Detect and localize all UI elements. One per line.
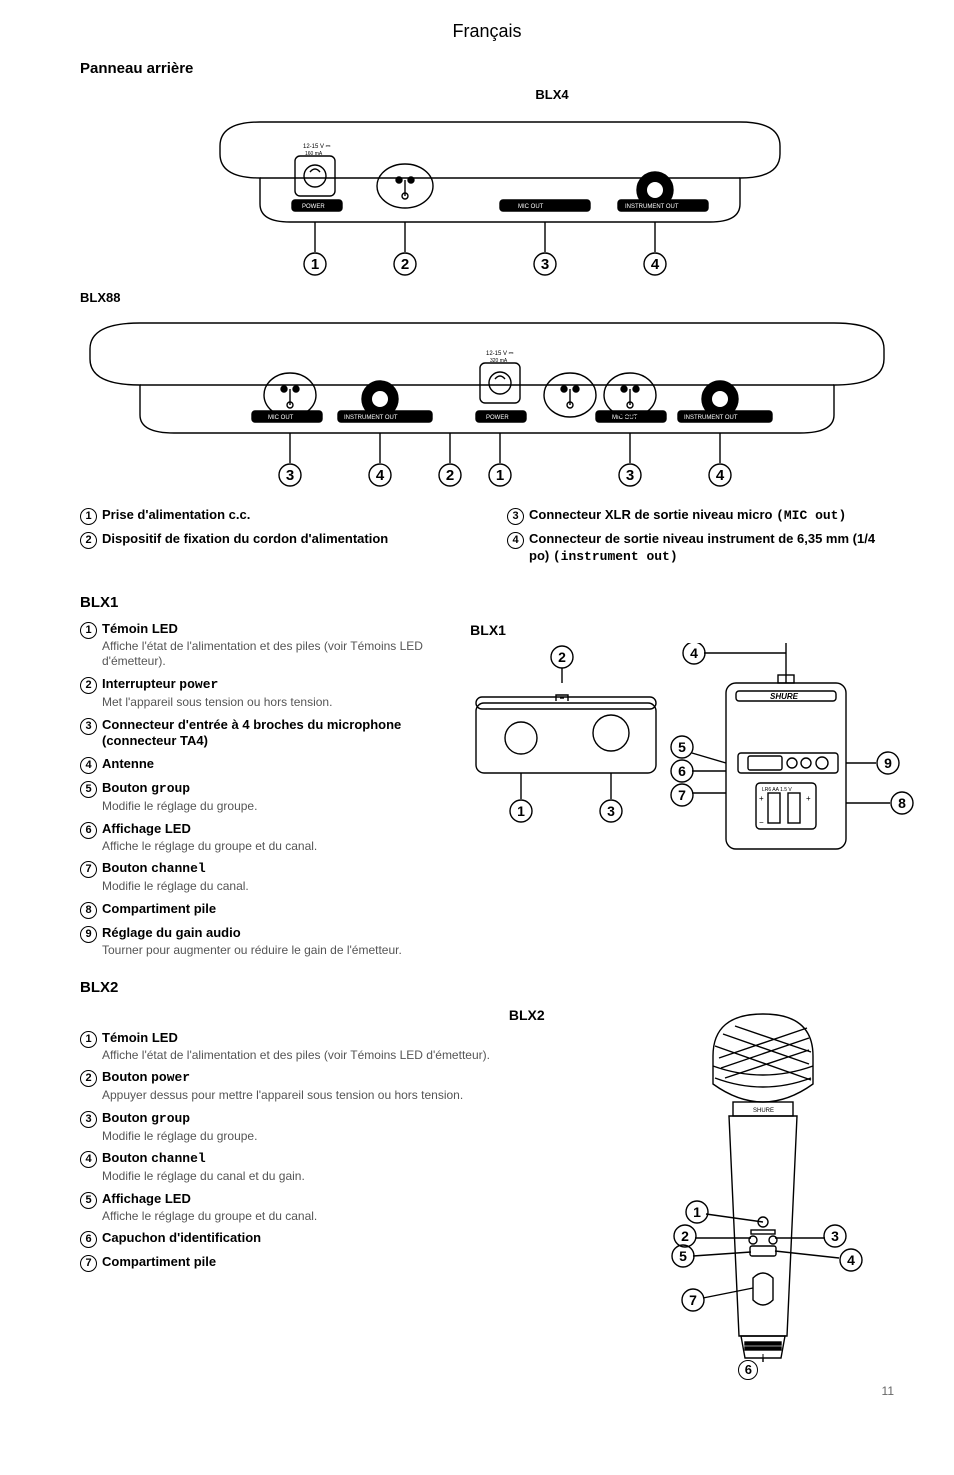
blx1-list-item-5: 5Bouton groupModifie le réglage du group…	[80, 780, 438, 814]
svg-text:−: −	[759, 818, 764, 827]
svg-text:4: 4	[690, 645, 698, 661]
page-number: 11	[80, 1384, 894, 1400]
svg-text:1: 1	[517, 803, 525, 819]
page-language: Français	[80, 20, 894, 43]
blx2-legend: 1Témoin LEDAffiche l'état de l'alimentat…	[80, 1030, 585, 1272]
blx1-list-item-8: 8Compartiment pile	[80, 901, 438, 919]
blx88-diagram: MIC OUT INSTRUMENT OUT 12-15 V ⎓ 320 mA …	[80, 315, 894, 495]
svg-text:+: +	[759, 794, 764, 803]
blx4-label: BLX4	[210, 87, 894, 104]
svg-text:320 mA: 320 mA	[490, 358, 508, 364]
blx1-diagram-label: BLX1	[470, 621, 916, 639]
svg-text:2: 2	[681, 1228, 689, 1244]
svg-text:2: 2	[558, 649, 566, 665]
svg-text:12-15 V ⎓: 12-15 V ⎓	[486, 351, 514, 357]
svg-text:8: 8	[898, 795, 906, 811]
blx2-list-item-5: 5Affichage LEDAffiche le réglage du grou…	[80, 1191, 585, 1224]
svg-text:SHURE: SHURE	[753, 1108, 774, 1114]
svg-text:SHURE: SHURE	[770, 692, 799, 701]
blx4-diagram: 12-15 V ⎓ 160 mA MIC OUT INSTRUMENT OUT …	[200, 112, 800, 282]
blx2-list-item-7: 7Compartiment pile	[80, 1254, 585, 1272]
blx2-diagram-label: BLX2	[80, 1006, 545, 1024]
blx1-diagram: SHURE LR6 AA 1.5 V + + − 1	[456, 643, 916, 873]
blx1-list-item-7: 7Bouton channelModifie le réglage du can…	[80, 860, 438, 894]
svg-text:+: +	[806, 794, 811, 803]
rear-legend: 1 Prise d'alimentation c.c. 2 Dispositif…	[80, 507, 894, 572]
svg-text:2: 2	[401, 256, 409, 273]
blx1-list-item-1: 1Témoin LEDAffiche l'état de l'alimentat…	[80, 621, 438, 670]
svg-text:5: 5	[678, 739, 686, 755]
blx2-list-item-4: 4Bouton channelModifie le réglage du can…	[80, 1150, 585, 1184]
svg-text:INSTRUMENT OUT: INSTRUMENT OUT	[625, 204, 679, 210]
blx1-list-item-9: 9Réglage du gain audioTourner pour augme…	[80, 925, 438, 958]
blx2-list-item-2: 2Bouton powerAppuyer dessus pour mettre …	[80, 1069, 585, 1103]
svg-text:MIC OUT: MIC OUT	[518, 204, 544, 210]
blx1-title: BLX1	[80, 593, 894, 613]
svg-text:3: 3	[541, 256, 549, 273]
svg-text:4: 4	[651, 256, 660, 273]
blx1-legend: 1Témoin LEDAffiche l'état de l'alimentat…	[80, 621, 438, 964]
svg-text:2: 2	[446, 467, 454, 484]
svg-text:POWER: POWER	[486, 415, 509, 421]
svg-text:9: 9	[884, 755, 892, 771]
rear-legend-2: 2 Dispositif de fixation du cordon d'ali…	[80, 531, 467, 549]
blx2-list-item-6: 6Capuchon d'identification	[80, 1230, 585, 1248]
blx2-title: BLX2	[80, 978, 894, 998]
svg-text:6: 6	[678, 763, 686, 779]
svg-text:3: 3	[831, 1228, 839, 1244]
blx1-list-item-6: 6Affichage LEDAffiche le réglage du grou…	[80, 821, 438, 854]
blx1-list-item-3: 3Connecteur d'entrée à 4 broches du micr…	[80, 717, 438, 751]
rear-legend-1: 1 Prise d'alimentation c.c.	[80, 507, 467, 525]
rear-legend-3: 3 Connecteur XLR de sortie niveau micro …	[507, 507, 894, 525]
blx2-list-item-1: 1Témoin LEDAffiche l'état de l'alimentat…	[80, 1030, 585, 1063]
svg-text:160 mA: 160 mA	[305, 151, 323, 157]
svg-text:4: 4	[716, 467, 725, 484]
rear-panel-title: Panneau arrière	[80, 59, 894, 79]
rear-legend-4: 4 Connecteur de sortie niveau instrument…	[507, 531, 894, 566]
svg-text:12-15 V ⎓: 12-15 V ⎓	[303, 144, 331, 150]
svg-text:7: 7	[689, 1292, 697, 1308]
svg-text:LR6 AA 1.5 V: LR6 AA 1.5 V	[762, 787, 792, 793]
svg-text:3: 3	[286, 467, 294, 484]
blx2-list-item-3: 3Bouton groupModifie le réglage du group…	[80, 1110, 585, 1144]
svg-text:INSTRUMENT OUT: INSTRUMENT OUT	[344, 415, 398, 421]
blx2-diagram: SHURE 1	[603, 1006, 883, 1366]
blx1-list-item-4: 4Antenne	[80, 756, 438, 774]
svg-text:MIC OUT: MIC OUT	[268, 415, 294, 421]
svg-text:3: 3	[626, 467, 634, 484]
svg-text:INSTRUMENT OUT: INSTRUMENT OUT	[684, 415, 738, 421]
svg-text:1: 1	[496, 467, 504, 484]
blx1-list-item-2: 2Interrupteur powerMet l'appareil sous t…	[80, 676, 438, 710]
svg-text:1: 1	[693, 1204, 701, 1220]
svg-text:4: 4	[847, 1252, 855, 1268]
blx88-label: BLX88	[80, 290, 894, 307]
svg-text:3: 3	[607, 803, 615, 819]
svg-text:1: 1	[311, 256, 319, 273]
svg-text:5: 5	[679, 1248, 687, 1264]
svg-text:7: 7	[678, 787, 686, 803]
svg-text:POWER: POWER	[302, 204, 325, 210]
svg-text:4: 4	[376, 467, 385, 484]
